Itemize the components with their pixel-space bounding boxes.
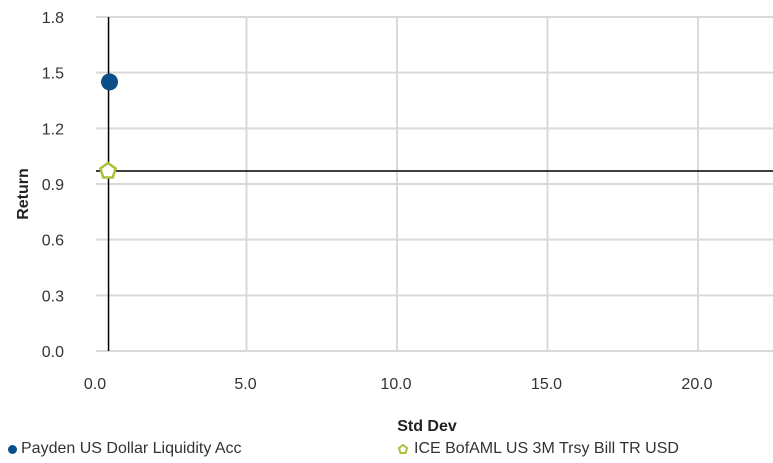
x-tick-label: 20.0 <box>681 376 712 393</box>
grid-lines <box>96 16 773 352</box>
data-points <box>98 73 119 179</box>
scatter-chart: 0.05.010.015.020.025.030.0 0.00.30.60.91… <box>15 10 773 435</box>
y-tick-labels: 0.0 0.3 0.6 0.9 1.2 1.5 1.8 <box>42 10 64 361</box>
y-tick-label: 1.2 <box>42 121 64 138</box>
legend: Payden US Dollar Liquidity Acc ICE BofAM… <box>0 440 773 462</box>
legend-circle-icon <box>8 444 17 454</box>
x-axis-title: Std Dev <box>397 418 457 435</box>
data-point-payden <box>101 73 119 91</box>
y-tick-label: 0.3 <box>42 288 64 305</box>
x-tick-label: 15.0 <box>531 376 562 393</box>
y-tick-label: 0.0 <box>42 344 64 361</box>
data-point-ice <box>98 161 118 179</box>
legend-label-payden: Payden US Dollar Liquidity Acc <box>21 440 242 457</box>
legend-pentagon-icon <box>398 444 408 454</box>
y-tick-label: 1.5 <box>42 66 64 83</box>
legend-label-ice: ICE BofAML US 3M Trsy Bill TR USD <box>414 440 679 457</box>
reference-lines <box>96 17 773 351</box>
x-tick-labels: 0.05.010.015.020.025.030.0 <box>84 376 713 393</box>
x-tick-label: 10.0 <box>380 376 411 393</box>
x-tick-label: 0.0 <box>84 376 106 393</box>
x-tick-label: 5.0 <box>234 376 256 393</box>
y-axis-title: Return <box>15 168 32 220</box>
legend-item-ice: ICE BofAML US 3M Trsy Bill TR USD <box>398 440 679 458</box>
y-tick-label: 0.6 <box>42 233 64 250</box>
legend-item-payden: Payden US Dollar Liquidity Acc <box>8 440 242 458</box>
y-tick-label: 0.9 <box>42 177 64 194</box>
y-tick-label: 1.8 <box>42 10 64 27</box>
